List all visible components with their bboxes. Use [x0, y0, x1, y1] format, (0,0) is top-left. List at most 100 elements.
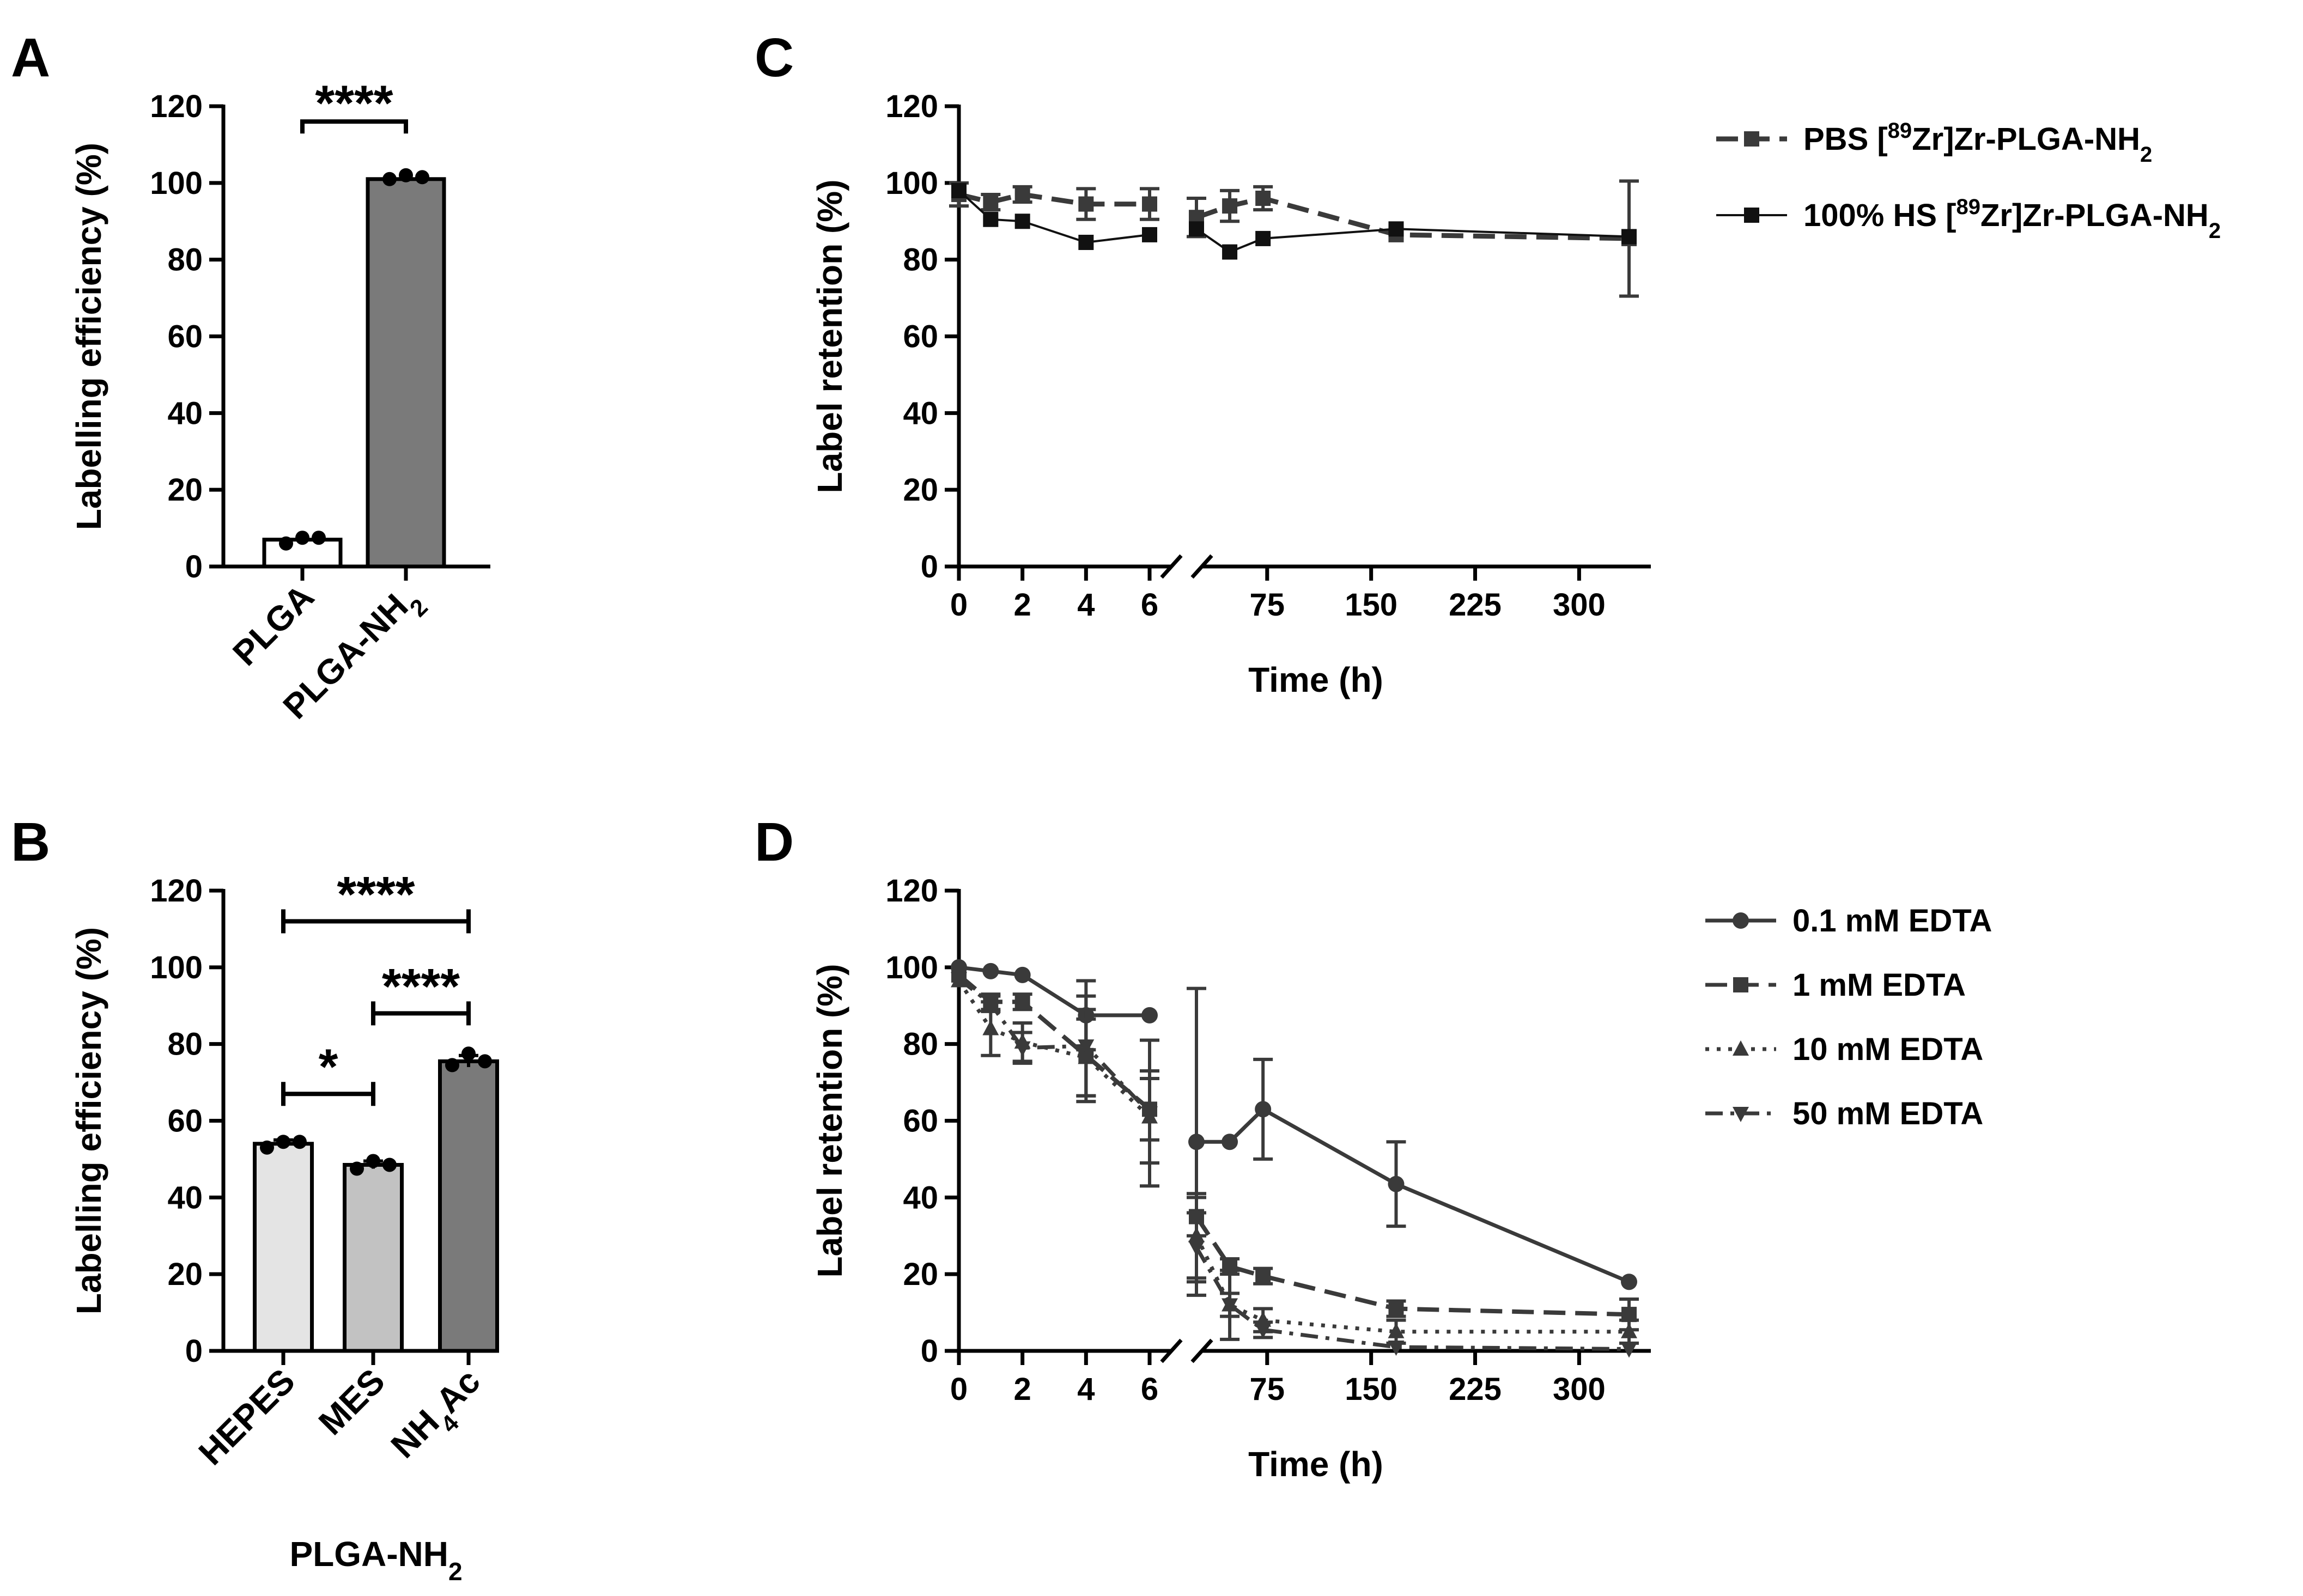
panel-d-legend-marker	[1733, 1040, 1749, 1056]
panel-c-y-tick-label: 20	[903, 472, 938, 508]
panel-d-data-point	[1014, 1041, 1031, 1057]
panel-c: 0 20 40 60 80 100 120 Label retention (%) 0 2 4 6 75…	[810, 89, 2221, 699]
panel-b-x-tick-label: NH4Ac	[383, 1361, 495, 1473]
panel-b-point	[478, 1054, 492, 1069]
panel-c-data-point	[1014, 186, 1030, 202]
panel-c-data-point	[1014, 214, 1030, 229]
panel-c-legend-label: PBS [89Zr]Zr-PLGA-NH2	[1803, 119, 2152, 167]
panel-b-significance-label: *	[319, 1039, 338, 1095]
panel-b-x-tick-label-main: NH	[383, 1402, 446, 1465]
panel-c-data-point	[1255, 230, 1271, 246]
panel-a-y-tick-label: 20	[167, 472, 203, 508]
panel-d-data-point	[1255, 1323, 1272, 1339]
panel-a-significance-bracket	[300, 119, 408, 134]
panel-b-significance-bracket	[281, 909, 471, 934]
panel-d-data-point	[1255, 1268, 1271, 1284]
panel-c-series	[949, 179, 1639, 298]
panel-a-point	[382, 172, 397, 186]
panel-c-x-tick-label: 4	[1077, 587, 1095, 623]
panel-d-y-tick-label: 0	[921, 1333, 938, 1369]
panel-d-x-axis-break-left	[1160, 1338, 1183, 1363]
panel-c-legend-label-mid: Zr]Zr-PLGA-NH	[1912, 121, 2140, 157]
panel-d-legend-label: 0.1 mM EDTA	[1792, 903, 1992, 939]
panel-d-x-tick-label: 300	[1553, 1372, 1606, 1407]
panel-c-y-tick-label: 120	[885, 89, 938, 124]
panel-a-point	[399, 168, 413, 182]
panel-d-data-point	[1141, 1106, 1158, 1122]
panel-d-data-point	[1141, 1007, 1158, 1024]
panel-d-y-tick-label: 20	[903, 1257, 938, 1292]
panel-b-y-tick-label: 0	[185, 1333, 203, 1369]
panel-d-series	[951, 959, 1637, 1297]
panel-a-point	[295, 531, 309, 545]
panel-b-point	[293, 1135, 307, 1149]
panel-c-legend-marker	[1744, 131, 1759, 147]
panel-a-y-axis-title: Labelling efficiency (%)	[69, 143, 108, 530]
panel-d-data-point	[1621, 1274, 1637, 1290]
panel-b-x-tick-label-main: MES	[311, 1361, 392, 1442]
panel-a-y-tick-label: 100	[150, 166, 203, 201]
panel-c-legend-label: 100% HS [89Zr]Zr-PLGA-NH2	[1803, 195, 2221, 243]
panel-d-legend: 0.1 mM EDTA 1 mM EDTA 10 mM EDTA 50 mM EDTA	[1705, 903, 1992, 1131]
panel-d-legend-marker	[1733, 912, 1749, 929]
panel-d-data-point	[982, 963, 999, 979]
panel-c-x-tick-label: 6	[1141, 587, 1158, 623]
panel-c-y-tick-label: 40	[903, 395, 938, 431]
panel-c-data-point	[1255, 191, 1271, 206]
panel-d-data-point	[1388, 1340, 1405, 1356]
panel-c-data-point	[1222, 244, 1238, 260]
panel-d-data-point	[1222, 1298, 1238, 1314]
panel-d-y-tick-label: 80	[903, 1027, 938, 1062]
panel-b-x-tick-label-main: HEPES	[191, 1361, 302, 1472]
panel-c-legend-label-pre: PBS [	[1803, 121, 1888, 157]
panel-d-series-line	[1194, 1215, 1630, 1317]
panel-d-x-axis-break-right	[1190, 1338, 1213, 1363]
panel-c-data-point	[951, 182, 967, 198]
panel-a-y-tick-label: 0	[185, 549, 203, 584]
panel-letter-a: A	[11, 27, 50, 88]
panel-d-data-point	[982, 997, 999, 1013]
panel-b-x-axis-title-sub: 2	[448, 1557, 463, 1586]
panel-b-point	[260, 1140, 274, 1155]
panel-d-y-axis-title: Label retention (%)	[810, 964, 849, 1277]
panel-c-data-point	[1388, 221, 1404, 237]
panel-c-legend-marker	[1744, 208, 1759, 223]
panel-b-significance-label: ****	[337, 867, 415, 922]
panel-b-x-tick-label: HEPES	[191, 1361, 302, 1472]
panel-c-legend-label-sup: 89	[1888, 119, 1912, 143]
panel-d-x-tick-label: 75	[1250, 1372, 1285, 1407]
panel-d-data-point	[1188, 1240, 1205, 1256]
panel-d-data-point	[1621, 1342, 1637, 1358]
panel-d-series-line	[1196, 1107, 1630, 1284]
panel-c-x-axis-break-left	[1160, 554, 1183, 579]
panel-d-data-point	[1078, 1039, 1095, 1055]
panel-d-series-line	[957, 977, 1151, 1114]
panel-c-x-axis-break-right	[1190, 554, 1213, 579]
panel-b-point	[350, 1161, 364, 1176]
panel-a: 0 20 40 60 80 100 120 Labelling efficiency (%) P…	[69, 76, 490, 726]
panel-c-legend-label-sub: 2	[2140, 143, 2152, 167]
panel-b-bar	[343, 1162, 404, 1353]
panel-a-y-tick-label: 80	[167, 242, 203, 278]
panel-d-data-point	[1388, 1323, 1405, 1338]
panel-d-data-point	[1188, 1134, 1205, 1150]
panel-d-x-tick-label: 2	[1014, 1372, 1031, 1407]
panel-c-y-tick-label: 0	[921, 549, 938, 584]
panel-c-x-tick-label: 0	[950, 587, 968, 623]
panel-d-legend-label: 10 mM EDTA	[1792, 1032, 1983, 1067]
panel-d-x-tick-label: 6	[1141, 1372, 1158, 1407]
panel-d-data-point	[1388, 1301, 1404, 1317]
panel-c-legend-label-sub: 2	[2209, 219, 2221, 243]
panel-a-x-tick-label: PLGA	[225, 577, 321, 673]
panel-d-legend-label: 50 mM EDTA	[1792, 1096, 1983, 1131]
panel-c-data-point	[1142, 227, 1157, 242]
panel-b-point	[276, 1135, 290, 1149]
panel-b-y-tick-label: 20	[167, 1257, 203, 1292]
panel-a-point	[415, 170, 429, 185]
panel-d-legend-label: 1 mM EDTA	[1792, 967, 1966, 1003]
panel-b-y-tick-label: 60	[167, 1104, 203, 1139]
panel-b-y-tick-label: 80	[167, 1027, 203, 1062]
panel-c-y-tick-label: 100	[885, 166, 938, 201]
panel-b-significance-bracket	[281, 1082, 375, 1106]
